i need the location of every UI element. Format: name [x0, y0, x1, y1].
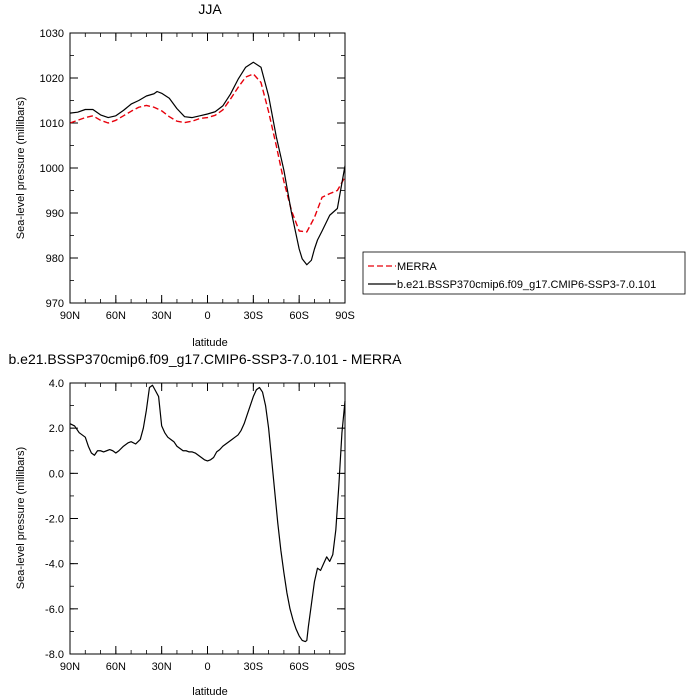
legend-label-merra: MERRA — [397, 261, 437, 273]
bottom-y-tick-label: -8.0 — [45, 649, 64, 661]
bottom-x-tick-label: 60S — [289, 661, 309, 673]
top-x-tick-label: 90N — [60, 310, 80, 322]
top-y-tick-label: 980 — [46, 253, 64, 265]
top-chart-title: JJA — [198, 1, 222, 17]
top-plot-frame — [69, 32, 346, 304]
legend-box — [362, 251, 686, 295]
bottom-plot-frame — [69, 382, 346, 655]
bottom-x-tick-label: 60N — [106, 661, 126, 673]
top-x-tick-label: 0 — [204, 310, 210, 322]
bottom-x-tick-label: 90S — [335, 661, 355, 673]
top-y-tick-labels: 970 980 990 1000 1010 1020 1030 — [40, 28, 64, 310]
top-y-tick-label: 1020 — [40, 73, 64, 85]
bottom-y-tick-label: 4.0 — [49, 378, 64, 390]
bottom-x-tick-label: 30N — [152, 661, 172, 673]
bottom-y-tick-label: -6.0 — [45, 604, 64, 616]
top-x-tick-labels: 90N 60N 30N 0 30S 60S 90S — [60, 310, 355, 322]
bottom-y-tick-label: -2.0 — [45, 514, 64, 526]
bottom-chart-title: b.e21.BSSP370cmip6.f09_g17.CMIP6-SSP3-7.… — [9, 351, 403, 367]
top-x-axis-label: latitude — [192, 337, 227, 349]
top-y-tick-label: 990 — [46, 208, 64, 220]
top-y-tick-label: 1010 — [40, 118, 64, 130]
top-y-axis-label: Sea-level pressure (millibars) — [15, 97, 27, 239]
top-x-tick-label: 30N — [152, 310, 172, 322]
top-series-lines — [69, 61, 346, 266]
bottom-series-line-difference — [69, 384, 346, 643]
top-chart: JJA 90N 60N 30N 0 30S 60S 90S 970 980 990 1000 101… — [15, 1, 355, 349]
top-ticks — [69, 32, 346, 304]
bottom-x-tick-label: 0 — [204, 661, 210, 673]
bottom-y-tick-label: -4.0 — [45, 559, 64, 571]
top-x-tick-label: 90S — [335, 310, 355, 322]
bottom-x-tick-labels: 90N 60N 30N 0 30S 60S 90S — [60, 661, 355, 673]
top-y-tick-label: 970 — [46, 298, 64, 310]
top-y-tick-label: 1000 — [40, 163, 64, 175]
bottom-series-lines — [69, 384, 346, 643]
legend: MERRA b.e21.BSSP370cmip6.f09_g17.CMIP6-S… — [362, 251, 686, 295]
bottom-y-axis-label: Sea-level pressure (millibars) — [15, 447, 27, 589]
top-series-line-merra — [69, 73, 346, 233]
bottom-chart: b.e21.BSSP370cmip6.f09_g17.CMIP6-SSP3-7.… — [9, 351, 403, 698]
top-x-tick-label: 60S — [289, 310, 309, 322]
bottom-x-tick-label: 30S — [244, 661, 264, 673]
bottom-ticks — [69, 382, 346, 655]
legend-label-model: b.e21.BSSP370cmip6.f09_g17.CMIP6-SSP3-7.… — [397, 279, 656, 291]
bottom-y-tick-label: 0.0 — [49, 468, 64, 480]
top-x-tick-label: 60N — [106, 310, 126, 322]
bottom-y-tick-labels: -8.0 -6.0 -4.0 -2.0 0.0 2.0 4.0 — [45, 378, 64, 661]
bottom-y-tick-label: 2.0 — [49, 423, 64, 435]
top-x-tick-label: 30S — [244, 310, 264, 322]
bottom-x-tick-label: 90N — [60, 661, 80, 673]
bottom-x-axis-label: latitude — [192, 686, 227, 698]
top-series-line-b-e21-bssp370cmip6-f09-g17-cmip6-ssp3-7-0-101 — [69, 61, 346, 266]
top-y-tick-label: 1030 — [40, 28, 64, 40]
